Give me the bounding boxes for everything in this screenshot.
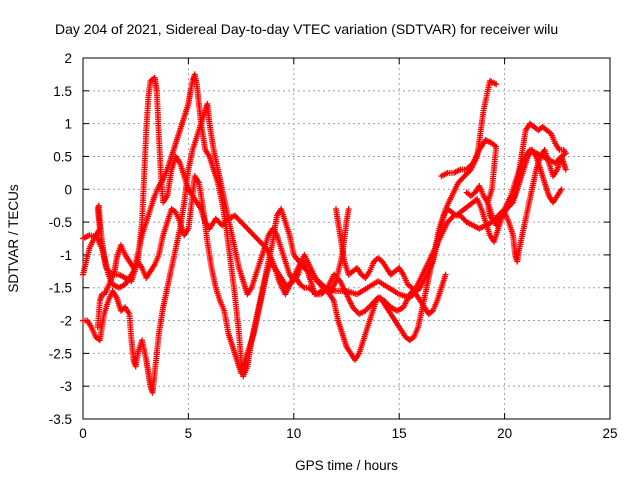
data-point-marker (562, 166, 569, 173)
x-tick-label: 0 (79, 426, 87, 441)
data-point-marker (508, 200, 515, 207)
y-tick-label: 1.5 (53, 84, 72, 99)
y-tick-label: -2 (60, 314, 72, 329)
chart-title: Day 204 of 2021, Sidereal Day-to-day VTE… (55, 21, 558, 37)
x-tick-label: 10 (286, 426, 301, 441)
x-tick-label: 20 (497, 426, 512, 441)
data-point-marker (493, 81, 500, 88)
series-track-4 (94, 146, 565, 377)
y-tick-label: 0 (64, 182, 72, 197)
grid-lines (83, 58, 610, 419)
x-tick-label: 15 (392, 426, 407, 441)
y-tick-label: -1 (60, 248, 72, 263)
data-point-marker (345, 205, 352, 212)
y-tick-label: -0.5 (49, 215, 72, 230)
data-points (80, 71, 569, 396)
x-tick-labels: 0 5 10 15 20 25 (79, 426, 617, 441)
series-track-7 (332, 205, 449, 317)
y-tick-label: 2 (64, 51, 72, 66)
y-axis-label: SDTVAR / TECUs (6, 184, 21, 293)
y-tick-labels: -3.5 -3 -2.5 -2 -1.5 -1 -0.5 0 0.5 1 1.5 2 (49, 51, 72, 427)
y-tick-label: -2.5 (49, 346, 72, 361)
y-tick-label: 1 (64, 117, 72, 132)
data-point-marker (562, 150, 569, 157)
y-tick-label: -3 (60, 379, 72, 394)
data-point-marker (558, 186, 565, 193)
x-axis-label: GPS time / hours (295, 458, 398, 473)
data-point-marker (442, 271, 449, 278)
x-tick-label: 25 (602, 426, 617, 441)
y-tick-label: -1.5 (49, 281, 72, 296)
y-tick-label: 0.5 (53, 149, 72, 164)
series-track-3 (80, 100, 569, 396)
series-track-1 (80, 71, 500, 380)
x-tick-label: 5 (185, 426, 193, 441)
axis-ticks (82, 57, 611, 420)
data-point-marker (468, 161, 475, 168)
data-point-marker (335, 276, 342, 283)
series-track-6 (463, 146, 569, 265)
series-track-2 (80, 74, 352, 298)
y-tick-label: -3.5 (49, 412, 72, 427)
